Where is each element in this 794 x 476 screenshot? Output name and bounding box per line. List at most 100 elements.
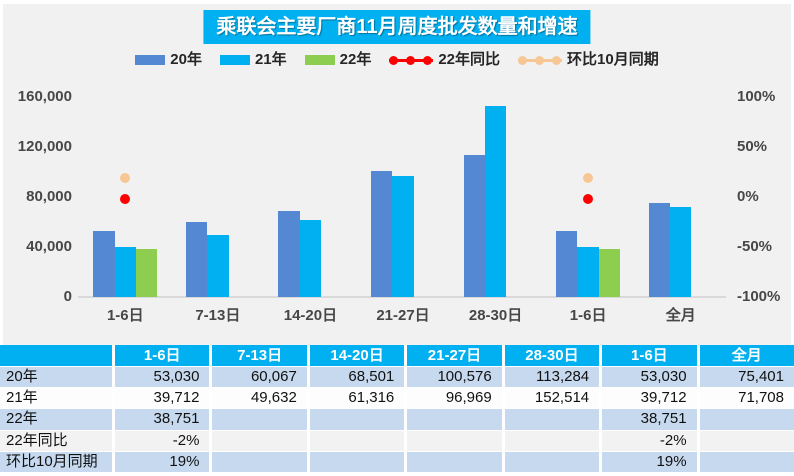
table-cell: 113,284	[504, 367, 600, 388]
y-axis-tick-label: 0	[63, 288, 72, 305]
x-axis-category-label: 14-20日	[283, 307, 338, 324]
legend-item: 22年	[304, 51, 372, 68]
legend-item: 环比10月同期	[518, 52, 659, 68]
point-marker-22年同比	[120, 194, 131, 204]
x-axis-category-label: 1-6日	[569, 307, 607, 324]
table-header-cell: 21-27日	[407, 345, 502, 366]
legend-swatch-icon	[135, 55, 166, 65]
table-cell	[699, 451, 794, 472]
table-cell	[309, 430, 405, 451]
bar-21年	[577, 247, 599, 297]
bar-21年	[207, 234, 229, 297]
point-marker-22年同比	[583, 194, 594, 204]
table-cell: 53,030	[602, 367, 697, 388]
bar-22年	[135, 248, 158, 297]
table-cell	[407, 409, 502, 430]
x-axis-category-label: 21-27日	[376, 307, 430, 324]
legend-swatch-icon	[219, 55, 250, 65]
legend-label: 21年	[254, 51, 287, 68]
y-axis-tick-label: 120,000	[17, 138, 72, 155]
table-cell	[407, 430, 502, 451]
table-cell: 152,514	[504, 388, 600, 409]
table-cell	[212, 409, 307, 430]
bar-20年	[278, 211, 300, 297]
table-cell: 68,501	[309, 367, 405, 388]
point-marker-环比10月同期	[583, 173, 594, 183]
bar-22年	[598, 248, 621, 297]
bar-20年	[556, 230, 578, 297]
legend-label: 22年	[339, 51, 372, 68]
legend-swatch-icon	[389, 55, 434, 65]
table-header-cell: 14-20日	[309, 345, 405, 366]
right-axis-tick-label: 100%	[737, 88, 776, 105]
table-cell: 61,316	[309, 388, 405, 409]
table-cell: 38,751	[602, 409, 697, 430]
table-row-label: 20年	[0, 367, 112, 388]
table-row-label: 22年同比	[0, 430, 112, 451]
x-axis-category-label: 7-13日	[195, 307, 241, 324]
x-axis-line	[78, 296, 726, 298]
table-header-cell: 1-6日	[115, 345, 210, 366]
data-table: 1-6日 7-13日 14-20日 21-27日 28-30日 1-6日 全月 20年 53,0…	[0, 345, 794, 473]
bar-20年	[463, 155, 485, 297]
table-cell: 60,067	[212, 367, 307, 388]
table-header-cell: 7-13日	[212, 345, 307, 366]
x-axis-category-label: 1-6日	[106, 307, 144, 324]
table-row-label: 22年	[0, 409, 112, 430]
bar-21年	[299, 220, 322, 297]
table-cell	[309, 451, 405, 472]
table-cell: 38,751	[115, 409, 210, 430]
table-cell	[212, 430, 307, 451]
table-cell	[504, 430, 600, 451]
table-cell: 39,712	[115, 388, 210, 409]
table-row-label: 环比10月同期	[0, 451, 112, 472]
table-cell: -2%	[602, 430, 697, 451]
table-cell: 75,401	[699, 367, 794, 388]
table-cell: -2%	[115, 430, 210, 451]
table-row-label: 21年	[0, 388, 112, 409]
legend-swatch-icon	[518, 55, 563, 65]
bar-20年	[93, 230, 115, 297]
bar-20年	[371, 171, 393, 297]
bar-21年	[114, 247, 136, 297]
right-axis-tick-label: -100%	[737, 288, 781, 305]
y-axis-tick-label: 40,000	[26, 238, 72, 255]
legend-item: 22年同比	[389, 52, 500, 68]
right-axis-tick-label: 50%	[737, 138, 768, 155]
table-cell	[309, 409, 405, 430]
y-axis-tick-label: 160,000	[17, 88, 72, 105]
bar-21年	[484, 106, 507, 297]
right-axis-tick-label: -50%	[737, 238, 773, 255]
legend-item: 20年	[135, 52, 202, 68]
point-marker-环比10月同期	[120, 173, 131, 183]
table-cell: 49,632	[212, 388, 307, 409]
legend-item: 21年	[219, 51, 287, 68]
bar-20年	[648, 202, 671, 297]
right-axis-tick-label: 0%	[737, 188, 759, 205]
y-axis-tick-label: 80,000	[26, 188, 72, 205]
chart-legend: 20年 21年 22年 22年同比 环比10月同期	[0, 52, 794, 68]
table-cell	[212, 451, 307, 472]
table-cell: 100,576	[407, 367, 502, 388]
table-header-cell	[0, 345, 112, 366]
bar-20年	[185, 221, 208, 297]
table-cell: 19%	[602, 451, 697, 472]
table-cell	[407, 451, 502, 472]
chart-title: 乘联会主要厂商11月周度批发数量和增速	[203, 10, 591, 44]
legend-label: 20年	[170, 51, 202, 68]
table-header-cell: 全月	[699, 345, 794, 366]
legend-label: 环比10月同期	[567, 51, 659, 68]
bar-21年	[670, 207, 692, 297]
table-cell	[504, 409, 600, 430]
table-header-cell: 28-30日	[504, 345, 600, 366]
table-header-cell: 1-6日	[602, 345, 697, 366]
x-axis-category-label: 28-30日	[468, 307, 523, 324]
table-cell	[504, 451, 600, 472]
legend-swatch-icon	[304, 55, 335, 65]
x-axis-category-label: 全月	[665, 307, 696, 324]
table-cell: 53,030	[115, 367, 210, 388]
table-cell: 39,712	[602, 388, 697, 409]
table-cell	[699, 409, 794, 430]
table-cell	[699, 430, 794, 451]
table-cell: 96,969	[407, 388, 502, 409]
